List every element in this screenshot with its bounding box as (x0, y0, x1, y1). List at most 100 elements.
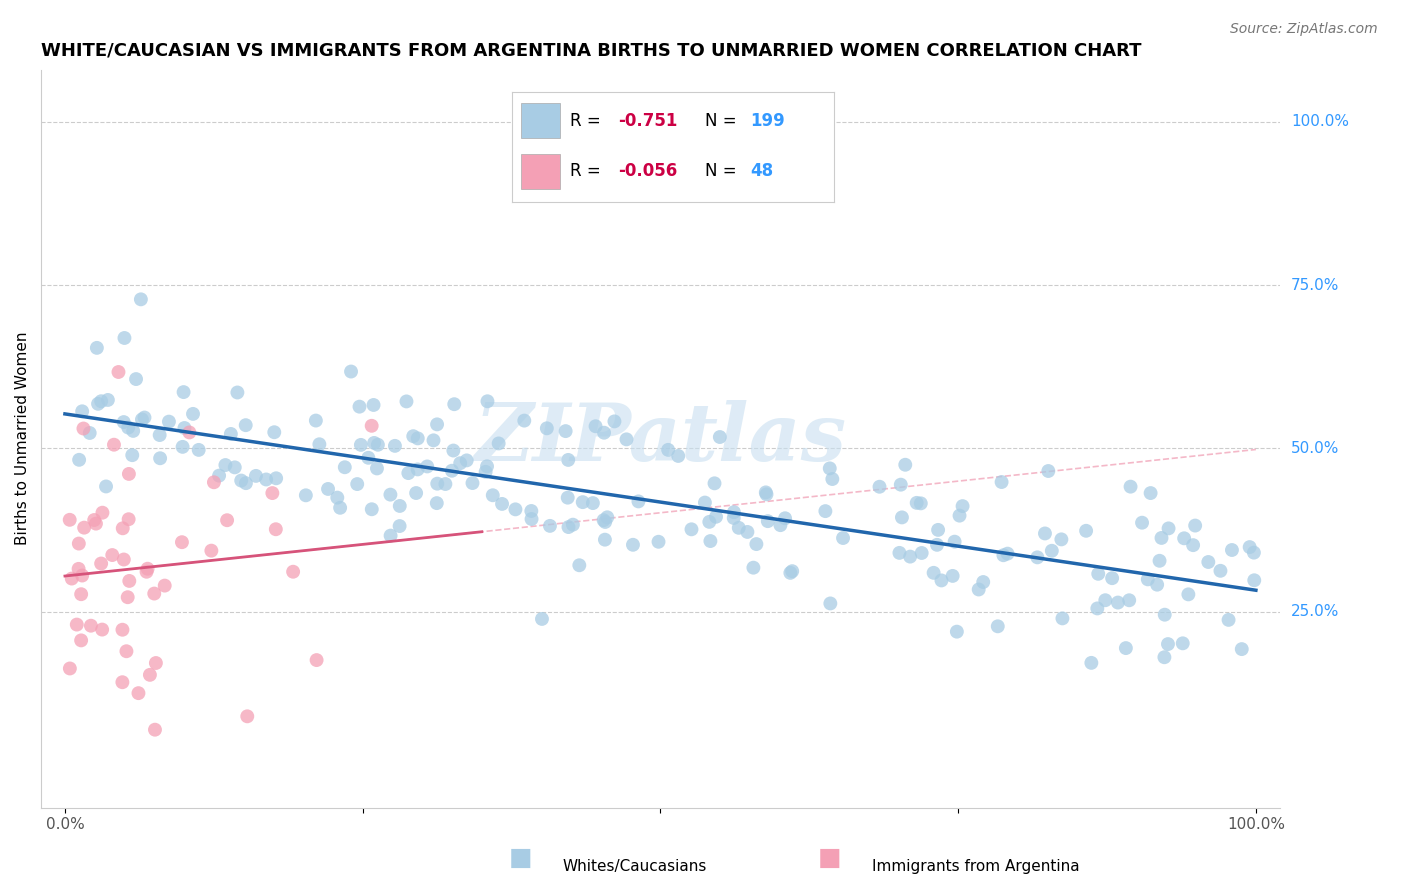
Point (111, 675, 134, 690)
Point (219, 426, 242, 441)
Point (745, 537, 768, 551)
Point (616, 433, 638, 447)
Point (217, 513, 239, 527)
Point (561, 517, 583, 532)
Point (366, 461, 388, 475)
Point (557, 520, 579, 534)
Point (111, 623, 134, 637)
Point (83, 513, 105, 527)
Point (67, 536, 90, 550)
Point (491, 497, 513, 511)
Point (890, 477, 912, 491)
Point (1080, 656, 1102, 670)
Point (821, 472, 844, 486)
Point (972, 575, 994, 590)
Point (1119, 480, 1142, 494)
Point (742, 560, 765, 574)
Point (1118, 593, 1140, 607)
Point (235, 418, 257, 433)
Point (538, 519, 561, 533)
Point (1033, 526, 1056, 541)
Point (131, 412, 153, 426)
Point (80, 618, 103, 632)
Point (737, 524, 759, 539)
Text: ■: ■ (818, 846, 841, 870)
Point (593, 515, 616, 529)
Point (488, 436, 510, 450)
Point (1040, 543, 1063, 558)
Point (236, 709, 259, 723)
Point (316, 482, 339, 496)
Point (118, 574, 141, 588)
Point (384, 439, 406, 453)
Point (481, 488, 503, 502)
Point (894, 458, 917, 472)
Point (818, 461, 841, 475)
Text: ■: ■ (509, 846, 531, 870)
Point (582, 496, 605, 510)
Point (1130, 516, 1153, 530)
Point (755, 487, 778, 501)
Point (709, 430, 731, 444)
Point (101, 548, 124, 562)
Point (67, 562, 90, 576)
Point (357, 450, 380, 465)
Point (90, 394, 112, 409)
Point (513, 414, 536, 428)
Point (1171, 636, 1194, 650)
Point (70, 404, 93, 418)
Point (869, 480, 891, 494)
Point (474, 465, 496, 479)
Point (948, 508, 970, 523)
Point (1182, 538, 1205, 552)
Point (121, 448, 143, 462)
Point (993, 548, 1015, 562)
Point (103, 438, 125, 452)
Point (349, 400, 371, 414)
Point (1197, 555, 1219, 569)
Point (60, 572, 83, 586)
Point (1220, 543, 1243, 558)
Point (1209, 564, 1232, 578)
Point (943, 534, 966, 549)
Point (149, 451, 172, 466)
Point (627, 494, 650, 508)
Point (593, 533, 616, 547)
Point (94, 479, 117, 493)
Point (621, 538, 644, 552)
Point (145, 656, 167, 670)
Point (723, 505, 745, 519)
Point (67, 452, 90, 467)
Point (367, 438, 389, 452)
Point (395, 394, 418, 409)
Point (157, 415, 180, 429)
Point (118, 467, 141, 481)
Point (73, 521, 96, 535)
Point (305, 653, 328, 667)
Point (134, 410, 156, 425)
Point (1074, 524, 1097, 538)
Point (1149, 554, 1171, 568)
Point (340, 365, 363, 379)
Point (426, 496, 449, 510)
Text: 75.0%: 75.0% (1291, 277, 1339, 293)
Point (699, 534, 721, 549)
Point (214, 458, 236, 472)
Point (1026, 550, 1049, 565)
Point (820, 597, 842, 611)
Point (70, 587, 93, 601)
Point (1173, 531, 1195, 545)
Text: ZIPatlas: ZIPatlas (474, 400, 846, 477)
Point (143, 586, 166, 600)
Point (997, 547, 1019, 561)
Point (262, 486, 284, 500)
Point (1153, 607, 1175, 622)
Point (187, 442, 209, 457)
Point (1230, 642, 1253, 657)
Point (380, 528, 402, 542)
Point (305, 413, 328, 427)
Point (329, 500, 352, 515)
Point (200, 543, 222, 558)
Text: WHITE/CAUCASIAN VS IMMIGRANTS FROM ARGENTINA BIRTHS TO UNMARRIED WOMEN CORRELATI: WHITE/CAUCASIAN VS IMMIGRANTS FROM ARGEN… (41, 42, 1142, 60)
Point (263, 425, 285, 440)
